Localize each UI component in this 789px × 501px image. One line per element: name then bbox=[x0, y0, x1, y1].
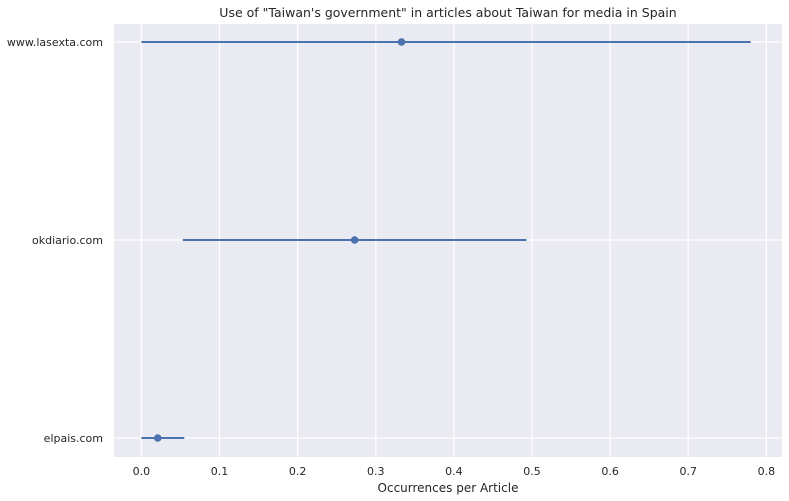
x-tick-label: 0.3 bbox=[367, 465, 385, 478]
x-tick-label: 0.2 bbox=[289, 465, 307, 478]
data-point bbox=[397, 38, 406, 46]
x-tick-label: 0.1 bbox=[211, 465, 229, 478]
chart-title: Use of "Taiwan's government" in articles… bbox=[219, 5, 676, 20]
y-tick-label: okdiario.com bbox=[32, 234, 103, 247]
x-tick-label: 0.4 bbox=[445, 465, 463, 478]
x-tick-label: 0.6 bbox=[601, 465, 619, 478]
x-tick-label: 0.0 bbox=[133, 465, 151, 478]
y-tick-label: www.lasexta.com bbox=[7, 36, 103, 49]
x-axis-ticks: 0.0 0.1 0.2 0.3 0.4 0.5 0.6 0.7 0.8 bbox=[133, 465, 776, 478]
x-axis-label: Occurrences per Article bbox=[378, 481, 519, 495]
data-point bbox=[153, 434, 162, 442]
data-point bbox=[350, 236, 359, 244]
x-tick-label: 0.5 bbox=[523, 465, 541, 478]
y-tick-label: elpais.com bbox=[44, 432, 103, 445]
x-tick-label: 0.8 bbox=[758, 465, 776, 478]
y-axis-ticks: www.lasexta.com okdiario.com elpais.com bbox=[7, 36, 103, 445]
data-marks bbox=[141, 38, 751, 442]
x-tick-label: 0.7 bbox=[679, 465, 697, 478]
